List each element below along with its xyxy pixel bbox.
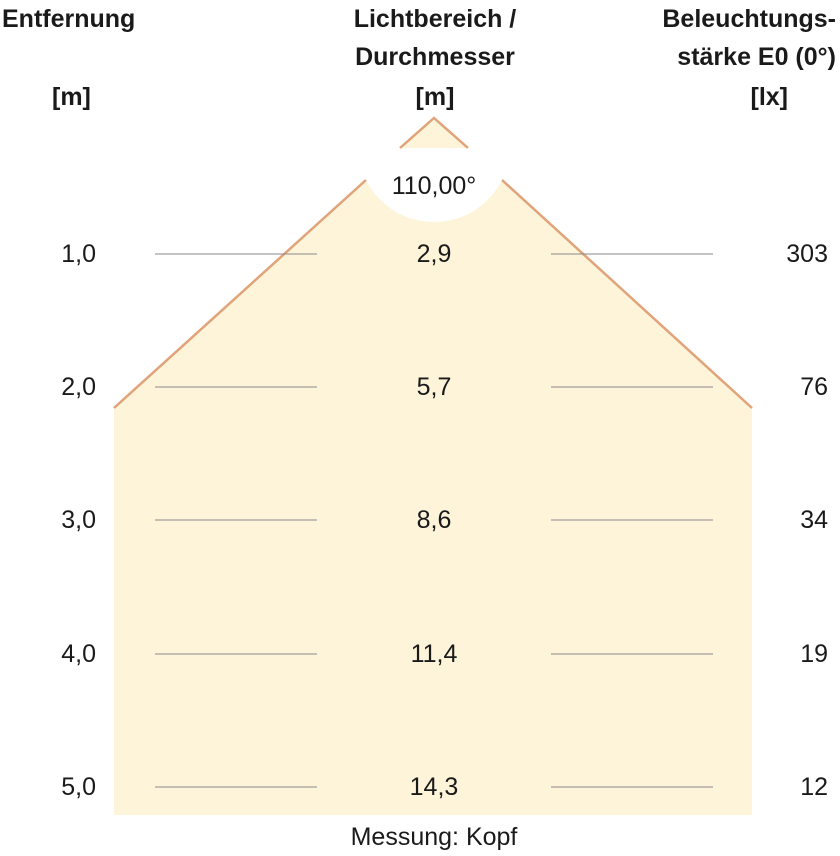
row-guide-lines — [155, 253, 713, 788]
illuminance-value-4: 19 — [800, 640, 828, 668]
illuminance-header-line2: stärke E0 (0°) — [677, 43, 836, 71]
diameter-value-1: 2,9 — [416, 240, 452, 268]
diameter-value-4: 11,4 — [410, 640, 458, 668]
illuminance-value-2: 76 — [800, 373, 828, 401]
light-cone-right-edge — [501, 179, 753, 409]
illuminance-unit: [lx] — [750, 83, 789, 111]
diameter-header: Lichtbereich / Durchmesser — [300, 0, 570, 76]
distance-value-3: 3,0 — [61, 506, 96, 534]
illuminance-value-5: 12 — [800, 773, 828, 801]
diameter-value-2: 5,7 — [416, 373, 452, 401]
diameter-value-5: 14,3 — [409, 773, 459, 801]
diameter-header-line2: Durchmesser — [355, 43, 515, 71]
illuminance-value-3: 34 — [800, 506, 828, 534]
light-cone-apex-edge — [399, 116, 469, 149]
diameter-header-line1: Lichtbereich / — [353, 5, 517, 33]
illuminance-value-1: 303 — [786, 240, 828, 268]
distance-value-4: 4,0 — [61, 640, 96, 668]
illuminance-header-line1: Beleuchtungs- — [662, 5, 836, 33]
light-cone-left-edge — [113, 179, 367, 409]
distance-value-5: 5,0 — [61, 773, 96, 801]
illuminance-header: Beleuchtungs- stärke E0 (0°) — [662, 0, 836, 76]
diameter-value-3: 8,6 — [416, 506, 452, 534]
distance-value-1: 1,0 — [61, 240, 96, 268]
distance-header-title: Entfernung — [2, 5, 136, 33]
measurement-caption: Messung: Kopf — [350, 823, 518, 851]
distance-header: Entfernung — [2, 0, 135, 38]
light-cone-fill — [114, 118, 752, 815]
distance-value-2: 2,0 — [61, 373, 96, 401]
diameter-unit: [m] — [415, 83, 455, 111]
distance-unit: [m] — [52, 83, 91, 111]
beam-angle-label: 110,00° — [391, 172, 477, 200]
